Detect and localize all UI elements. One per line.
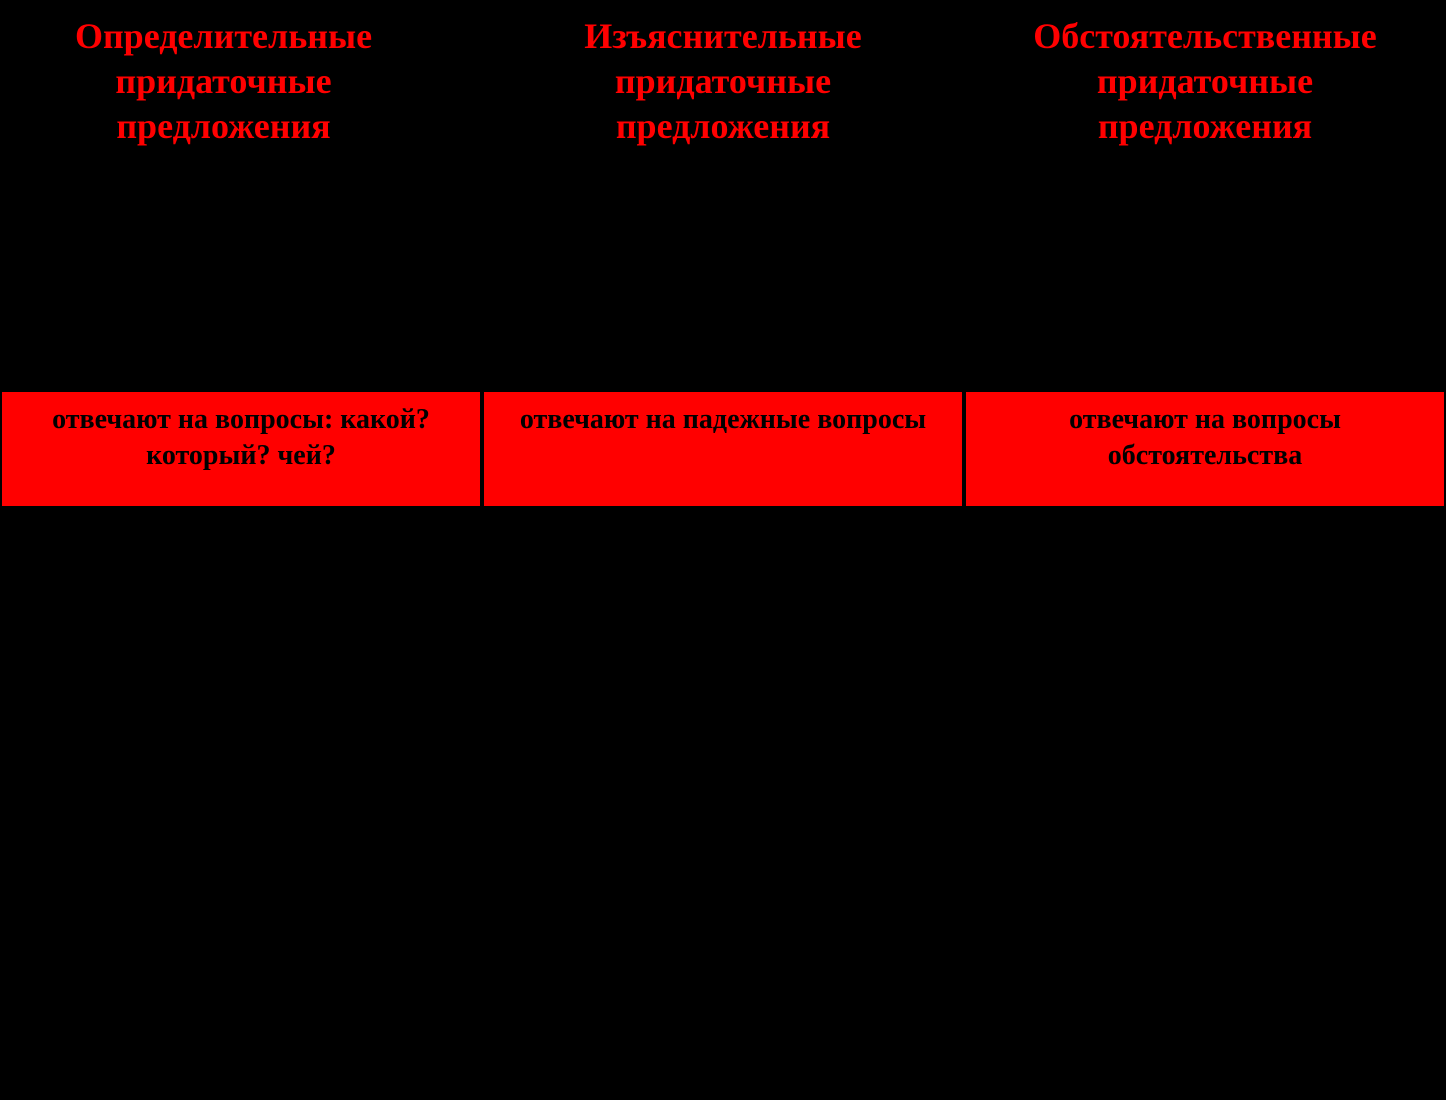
body-adverbial xyxy=(964,508,1446,1100)
column-adverbial: Обстоятельственные придаточные предложен… xyxy=(964,0,1446,1100)
questions-text: отвечают на падежные вопросы xyxy=(520,402,926,438)
header-definitive: Определительные придаточные предложения xyxy=(0,0,482,390)
body-definitive xyxy=(0,508,482,1100)
header-adverbial: Обстоятельственные придаточные предложен… xyxy=(964,0,1446,390)
questions-text: отвечают на вопросы обстоятельства xyxy=(996,402,1414,475)
column-definitive: Определительные придаточные предложения … xyxy=(0,0,482,1100)
questions-text: отвечают на вопросы: какой? который? чей… xyxy=(32,402,450,475)
header-explanatory: Изъяснительные придаточные предложения xyxy=(482,0,964,390)
grammar-table: Определительные придаточные предложения … xyxy=(0,0,1446,1100)
column-explanatory: Изъяснительные придаточные предложения о… xyxy=(482,0,964,1100)
body-explanatory xyxy=(482,508,964,1100)
questions-definitive: отвечают на вопросы: какой? который? чей… xyxy=(0,390,482,508)
questions-explanatory: отвечают на падежные вопросы xyxy=(482,390,964,508)
questions-adverbial: отвечают на вопросы обстоятельства xyxy=(964,390,1446,508)
